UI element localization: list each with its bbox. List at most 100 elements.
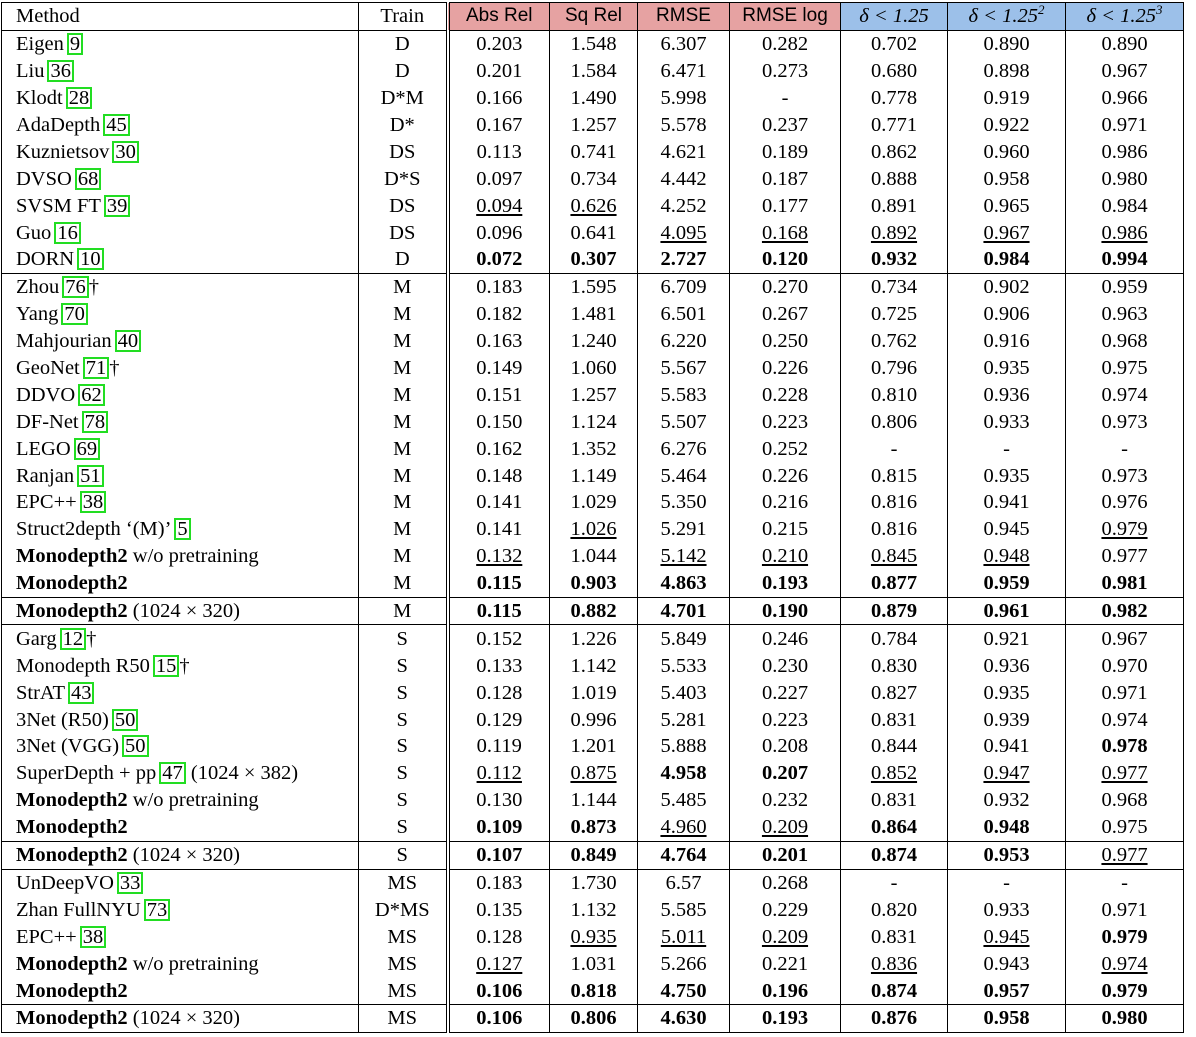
metric-cell: 0.215 [729,515,841,543]
citation-link[interactable]: 39 [103,194,131,217]
citation-link[interactable]: 10 [77,248,104,271]
method-name: 3Net (R50) [16,708,109,731]
method-suffix: w/o pretraining [127,545,259,568]
train-cell: S [358,786,450,814]
metric-cell: 0.975 [1065,813,1184,842]
citation-link[interactable]: 78 [81,410,109,433]
method-cell: Garg 12 † [1,624,359,653]
citation-link[interactable]: 76 [62,276,89,299]
table-row: DF-Net 78 M 0.150 1.124 5.507 0.223 0.806 0.933 0… [1,408,1184,436]
table-row: Monodepth2 S 0.109 0.873 4.960 0.209 0.864 0.94… [1,813,1184,842]
method-name: Monodepth2 [16,572,128,595]
metric-value: 0.852 [870,762,918,785]
citation-link[interactable]: 5 [174,518,191,541]
metric-value: 0.229 [761,898,809,921]
citation-link[interactable]: 45 [103,114,130,136]
citation-link[interactable]: 16 [54,221,81,244]
metric-cell: 0.959 [1065,272,1184,301]
metric-value: 0.968 [1101,789,1148,812]
citation-link[interactable]: 62 [78,383,105,406]
metric-cell: 4.750 [637,977,730,1005]
citation-link[interactable]: 68 [74,167,102,190]
metric-value: 5.888 [660,735,707,758]
metric-cell: 5.585 [637,896,730,924]
metric-value: 0.778 [870,87,918,110]
metric-cell: 0.979 [1065,977,1184,1005]
citation-link[interactable]: 30 [112,140,139,163]
metric-value: 0.806 [870,410,918,433]
metric-cell: 5.567 [637,354,730,382]
citation-link[interactable]: 47 [159,762,186,785]
citation-link[interactable]: 38 [79,491,107,514]
metric-value: 0.922 [983,114,1030,136]
citation-link[interactable]: 12 [59,627,87,650]
metric-value: 4.442 [660,167,707,190]
metric-cell: 0.978 [1065,733,1184,760]
train-cell: M [358,435,450,463]
citation-link[interactable]: 50 [122,735,149,758]
citation-link[interactable]: 40 [114,330,142,353]
method-name: Monodepth2 [16,952,128,975]
metric-value: 0.974 [1101,708,1148,731]
citation-link[interactable]: 38 [79,925,107,948]
metric-cell: 0.151 [447,381,550,409]
method-name: UnDeepVO [16,871,114,894]
metric-value: 0.978 [1101,735,1148,758]
metric-cell: 0.973 [1065,462,1184,490]
train-cell: D*S [358,165,450,193]
metric-cell: 5.011 [637,923,730,951]
metric-cell: 0.641 [549,219,638,247]
citation-link[interactable]: 50 [111,708,139,731]
metric-value: 4.701 [660,600,707,623]
method-cell: Monodepth2 [1,977,359,1005]
metric-value: 0.226 [761,357,809,380]
metric-cell: 1.584 [549,57,638,85]
metric-value: 1.124 [570,410,617,433]
metric-cell: 0.958 [947,1003,1066,1033]
table-row: Ranjan 51 M 0.148 1.149 5.464 0.226 0.815 0.935 0… [1,462,1184,490]
citation-link[interactable]: 70 [61,303,88,326]
metric-cell: 0.977 [1065,759,1184,787]
table-row: SuperDepth + pp 47 (1024 × 382) S 0.112 0.87… [1,759,1184,787]
metric-value: 0.141 [476,518,523,541]
metric-value: 0.273 [761,60,809,83]
metric-value: 0.252 [761,437,809,460]
citation-link[interactable]: 43 [67,681,95,704]
method-name: Klodt [16,87,63,110]
metric-cell: 0.933 [947,896,1066,924]
train-cell: MS [358,977,450,1005]
metric-cell: 0.877 [840,569,948,598]
metric-cell: 6.501 [637,300,730,328]
metric-value: 0.784 [870,627,918,650]
citation-link[interactable]: 28 [65,87,93,110]
citation-link[interactable]: 69 [73,437,101,460]
metric-cell: 5.507 [637,408,730,436]
table-row: 3Net (R50) 50 S 0.129 0.996 5.281 0.223 0.831 0.… [1,706,1184,734]
method-name: DF-Net [16,410,79,433]
metric-value: 0.974 [1101,952,1148,975]
metric-value: 0.973 [1101,410,1148,433]
metric-cell: 0.957 [947,977,1066,1005]
citation-link[interactable]: 33 [116,871,144,894]
metric-value: 1.026 [570,518,617,541]
metric-value: 0.971 [1101,681,1148,704]
metric-value: 6.471 [660,60,707,83]
metric-cell: 0.932 [840,246,948,274]
train-cell: MS [358,1003,450,1033]
citation-link[interactable]: 71 [82,357,110,380]
citation-link[interactable]: 73 [143,898,171,921]
metric-value: 0.228 [761,383,809,406]
citation-link[interactable]: 15 [152,654,180,677]
method-cell: Struct2depth ‘(M)’ 5 [1,515,359,543]
metric-value: 0.970 [1101,654,1148,677]
metric-value: 0.680 [870,60,918,83]
metric-cell: 0.149 [447,354,550,382]
citation-link[interactable]: 9 [66,33,84,56]
citation-link[interactable]: 36 [47,60,74,83]
citation-link[interactable]: 51 [77,464,104,487]
table-row: Monodepth2 w/o pretraining S 0.130 1.144 5.4… [1,786,1184,814]
metric-value: 0.958 [983,167,1030,190]
train-cell: S [358,624,450,653]
method-cell: DF-Net 78 [1,408,359,436]
table-row: Monodepth2 (1024 × 320) S 0.107 0.849 4.764 0… [1,840,1184,869]
